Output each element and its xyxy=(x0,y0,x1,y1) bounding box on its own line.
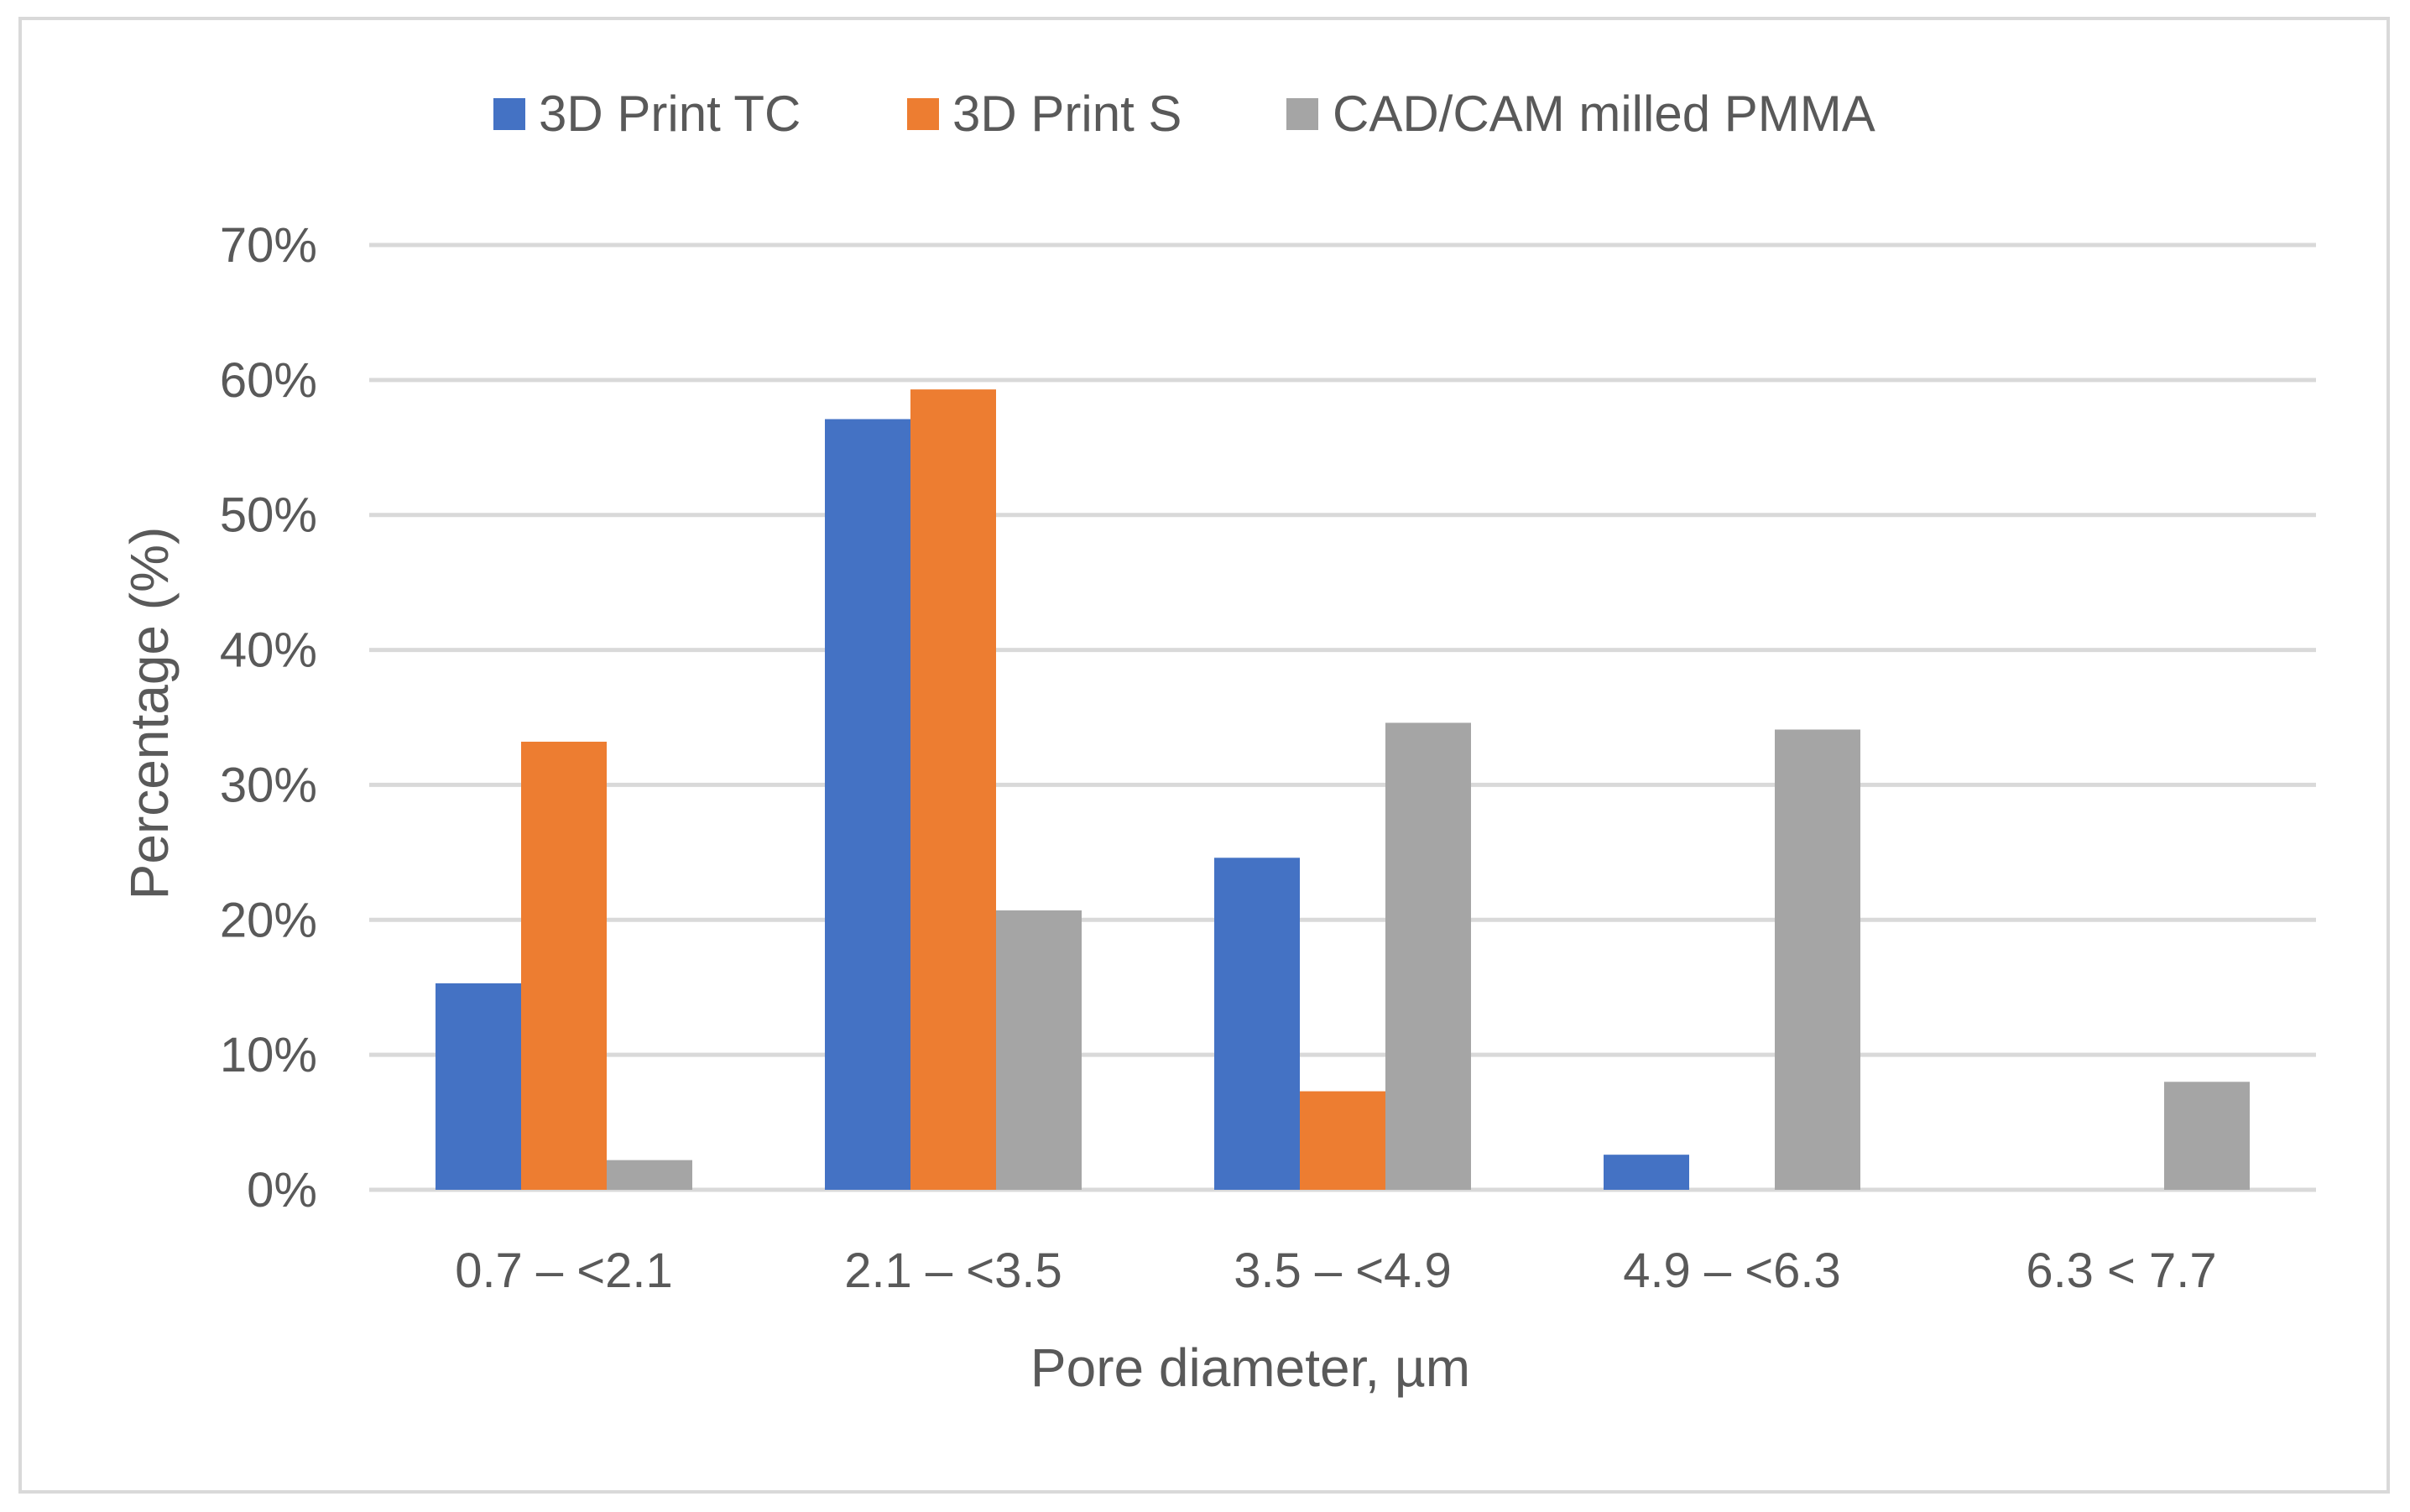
x-tick-label: 4.9 – <6.3 xyxy=(1623,1243,1841,1298)
x-tick-label: 2.1 – <3.5 xyxy=(844,1243,1062,1298)
y-tick-label: 20% xyxy=(220,893,317,947)
bar-3d-print-tc-1 xyxy=(825,419,910,1190)
y-tick-label: 30% xyxy=(220,758,317,812)
legend: 3D Print TC 3D Print S CAD/CAM milled PM… xyxy=(493,86,1875,142)
legend-label-3d-print-s: 3D Print S xyxy=(952,86,1182,142)
gridlines xyxy=(369,242,2316,1192)
bar-3d-print-s-1 xyxy=(910,389,996,1190)
x-axis-title: Pore diameter, µm xyxy=(1030,1337,1470,1398)
legend-label-cad-cam-milled-pmma: CAD/CAM milled PMMA xyxy=(1333,86,1875,142)
y-tick-label: 40% xyxy=(220,623,317,678)
x-tick-label: 0.7 – <2.1 xyxy=(455,1243,673,1298)
bar-cad-cam-milled-pmma-2 xyxy=(1385,722,1471,1190)
bar-3d-print-s-0 xyxy=(521,741,607,1190)
bar-cad-cam-milled-pmma-4 xyxy=(2164,1082,2250,1190)
y-axis-ticks: 0% 10% 20% 30% 40% 50% 60% 70% xyxy=(220,218,317,1217)
y-tick-label: 70% xyxy=(220,218,317,273)
bar-cad-cam-milled-pmma-3 xyxy=(1775,729,1860,1190)
bars xyxy=(436,389,2250,1190)
y-tick-label: 10% xyxy=(220,1028,317,1082)
bar-3d-print-s-2 xyxy=(1300,1091,1385,1190)
legend-swatch-3d-print-s xyxy=(907,98,939,130)
legend-swatch-3d-print-tc xyxy=(493,98,525,130)
legend-swatch-cad-cam-milled-pmma xyxy=(1286,98,1318,130)
bar-cad-cam-milled-pmma-0 xyxy=(607,1160,692,1190)
x-tick-label: 3.5 – <4.9 xyxy=(1234,1243,1452,1298)
bar-3d-print-tc-2 xyxy=(1214,858,1300,1190)
legend-label-3d-print-tc: 3D Print TC xyxy=(539,86,801,142)
y-tick-label: 50% xyxy=(220,488,317,543)
chart-frame xyxy=(18,17,2390,1494)
y-tick-label: 0% xyxy=(247,1163,317,1217)
bar-cad-cam-milled-pmma-1 xyxy=(996,910,1082,1190)
x-tick-label: 6.3 < 7.7 xyxy=(2026,1243,2216,1298)
bar-3d-print-tc-0 xyxy=(436,983,521,1190)
bar-3d-print-tc-3 xyxy=(1604,1155,1689,1190)
y-tick-label: 60% xyxy=(220,353,317,408)
y-axis-title: Percentage (%) xyxy=(119,527,180,900)
x-axis-ticks: 0.7 – <2.1 2.1 – <3.5 3.5 – <4.9 4.9 – <6.3… xyxy=(455,1243,2216,1298)
